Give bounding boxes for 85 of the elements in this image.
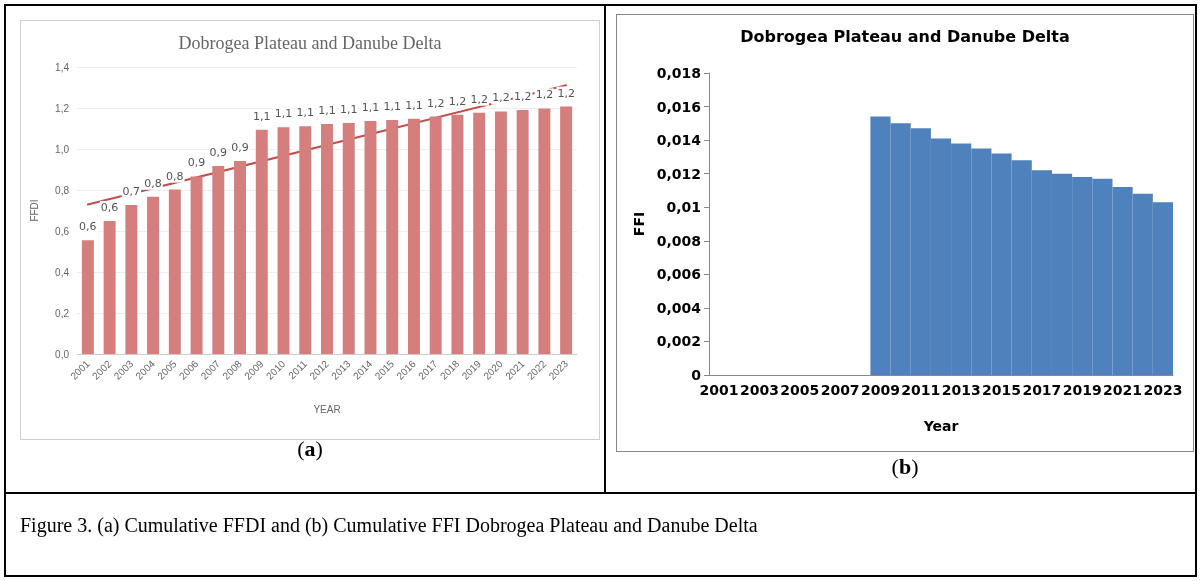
y-tick-label: 0,6	[55, 225, 70, 237]
bar	[147, 196, 160, 354]
data-label: 1,1	[383, 100, 401, 114]
data-label: 0,9	[187, 156, 206, 170]
x-tick-label: 2005	[780, 382, 820, 398]
y-tick-label: 0,4	[55, 266, 70, 278]
y-tick-label: 1,2	[55, 102, 70, 114]
x-tick-label: 2007	[820, 382, 860, 398]
y-tick-label: 0,014	[656, 132, 702, 149]
bar	[451, 114, 464, 354]
y-tick-label: 0,004	[656, 299, 702, 316]
x-axis-title: Year	[922, 418, 959, 434]
bar	[299, 126, 312, 354]
y-tick-label: 0	[691, 367, 702, 383]
bar	[516, 110, 529, 354]
caption: Figure 3. (a) Cumulative FFDI and (b) Cumulative FFI Dobrogea Plateau and Danube Delta	[20, 514, 758, 537]
data-label: 0,8	[144, 176, 162, 190]
x-tick-label: 2001	[699, 382, 739, 398]
data-label: 1,1	[296, 106, 315, 120]
y-tick-label: 0,2	[55, 307, 70, 319]
chart-title: Dobrogea Plateau and Danube Delta	[178, 33, 442, 53]
bar	[255, 129, 268, 354]
y-axis-title: FFI	[630, 211, 647, 237]
x-tick-label: 2003	[739, 382, 779, 398]
y-tick-label: 0,8	[55, 184, 70, 196]
data-label: 1,1	[253, 109, 271, 123]
y-tick-label: 0,008	[656, 232, 701, 249]
data-label: 1,2	[492, 91, 510, 105]
bar	[234, 161, 247, 354]
x-tick-label: 2017	[1022, 382, 1062, 398]
bar	[190, 176, 203, 354]
bar	[81, 240, 94, 354]
y-tick-label: 0,006	[656, 266, 701, 283]
bar	[364, 121, 377, 354]
bar	[407, 118, 420, 354]
data-label: 0,9	[209, 146, 228, 160]
y-tick-label: 1,4	[55, 61, 70, 73]
bar	[429, 116, 442, 354]
data-label: 1,1	[274, 107, 293, 121]
bar	[125, 204, 138, 354]
bar	[473, 112, 486, 354]
x-tick-label: 2021	[1103, 382, 1143, 398]
data-label: 0,6	[100, 200, 119, 214]
x-axis-title: YEAR	[313, 403, 341, 415]
data-label: 1,2	[426, 96, 445, 110]
text: (a)	[296, 436, 324, 462]
y-tick-label: 0,018	[656, 65, 701, 81]
x-tick-label: 2023	[1143, 382, 1183, 398]
data-label: 1,2	[448, 94, 467, 108]
data-label: 1,2	[470, 92, 488, 106]
bar	[538, 108, 551, 354]
y-axis-title: FFDI	[28, 199, 40, 222]
data-label: 1,1	[405, 98, 423, 112]
bar	[212, 166, 225, 354]
x-tick-label: 2011	[901, 382, 941, 398]
y-tick-label: 0,0	[55, 348, 70, 360]
y-tick-label: 0,01	[666, 199, 701, 216]
bar	[342, 122, 355, 354]
data-label: 1,2	[557, 86, 575, 100]
y-tick-label: 0,016	[656, 98, 701, 115]
chart-title: Dobrogea Plateau and Danube Delta	[740, 26, 1070, 46]
bar	[103, 220, 116, 354]
data-label: 1,1	[318, 103, 336, 117]
text: (b)	[890, 454, 920, 480]
bar	[560, 106, 573, 354]
data-label: 1,1	[339, 102, 358, 116]
bar	[494, 111, 507, 354]
bar	[168, 189, 181, 354]
bar	[321, 123, 333, 354]
x-tick-label: 2009	[860, 382, 900, 398]
y-tick-label: 1,0	[55, 143, 70, 155]
bar	[277, 127, 290, 354]
data-label: 1,2	[535, 88, 554, 102]
x-tick-label: 2019	[1062, 382, 1102, 398]
data-label: 1,2	[513, 90, 532, 104]
x-tick-label: 2015	[982, 382, 1022, 398]
data-label: 0,6	[79, 220, 97, 234]
x-tick-label: 2013	[941, 382, 981, 398]
data-label: 0,8	[166, 169, 184, 183]
y-tick-label: 0,012	[656, 165, 701, 182]
bar	[386, 120, 399, 354]
data-label: 0,9	[231, 141, 249, 155]
y-tick-label: 0,002	[656, 333, 701, 350]
data-label: 1,1	[361, 101, 380, 115]
data-label: 0,7	[122, 184, 141, 198]
